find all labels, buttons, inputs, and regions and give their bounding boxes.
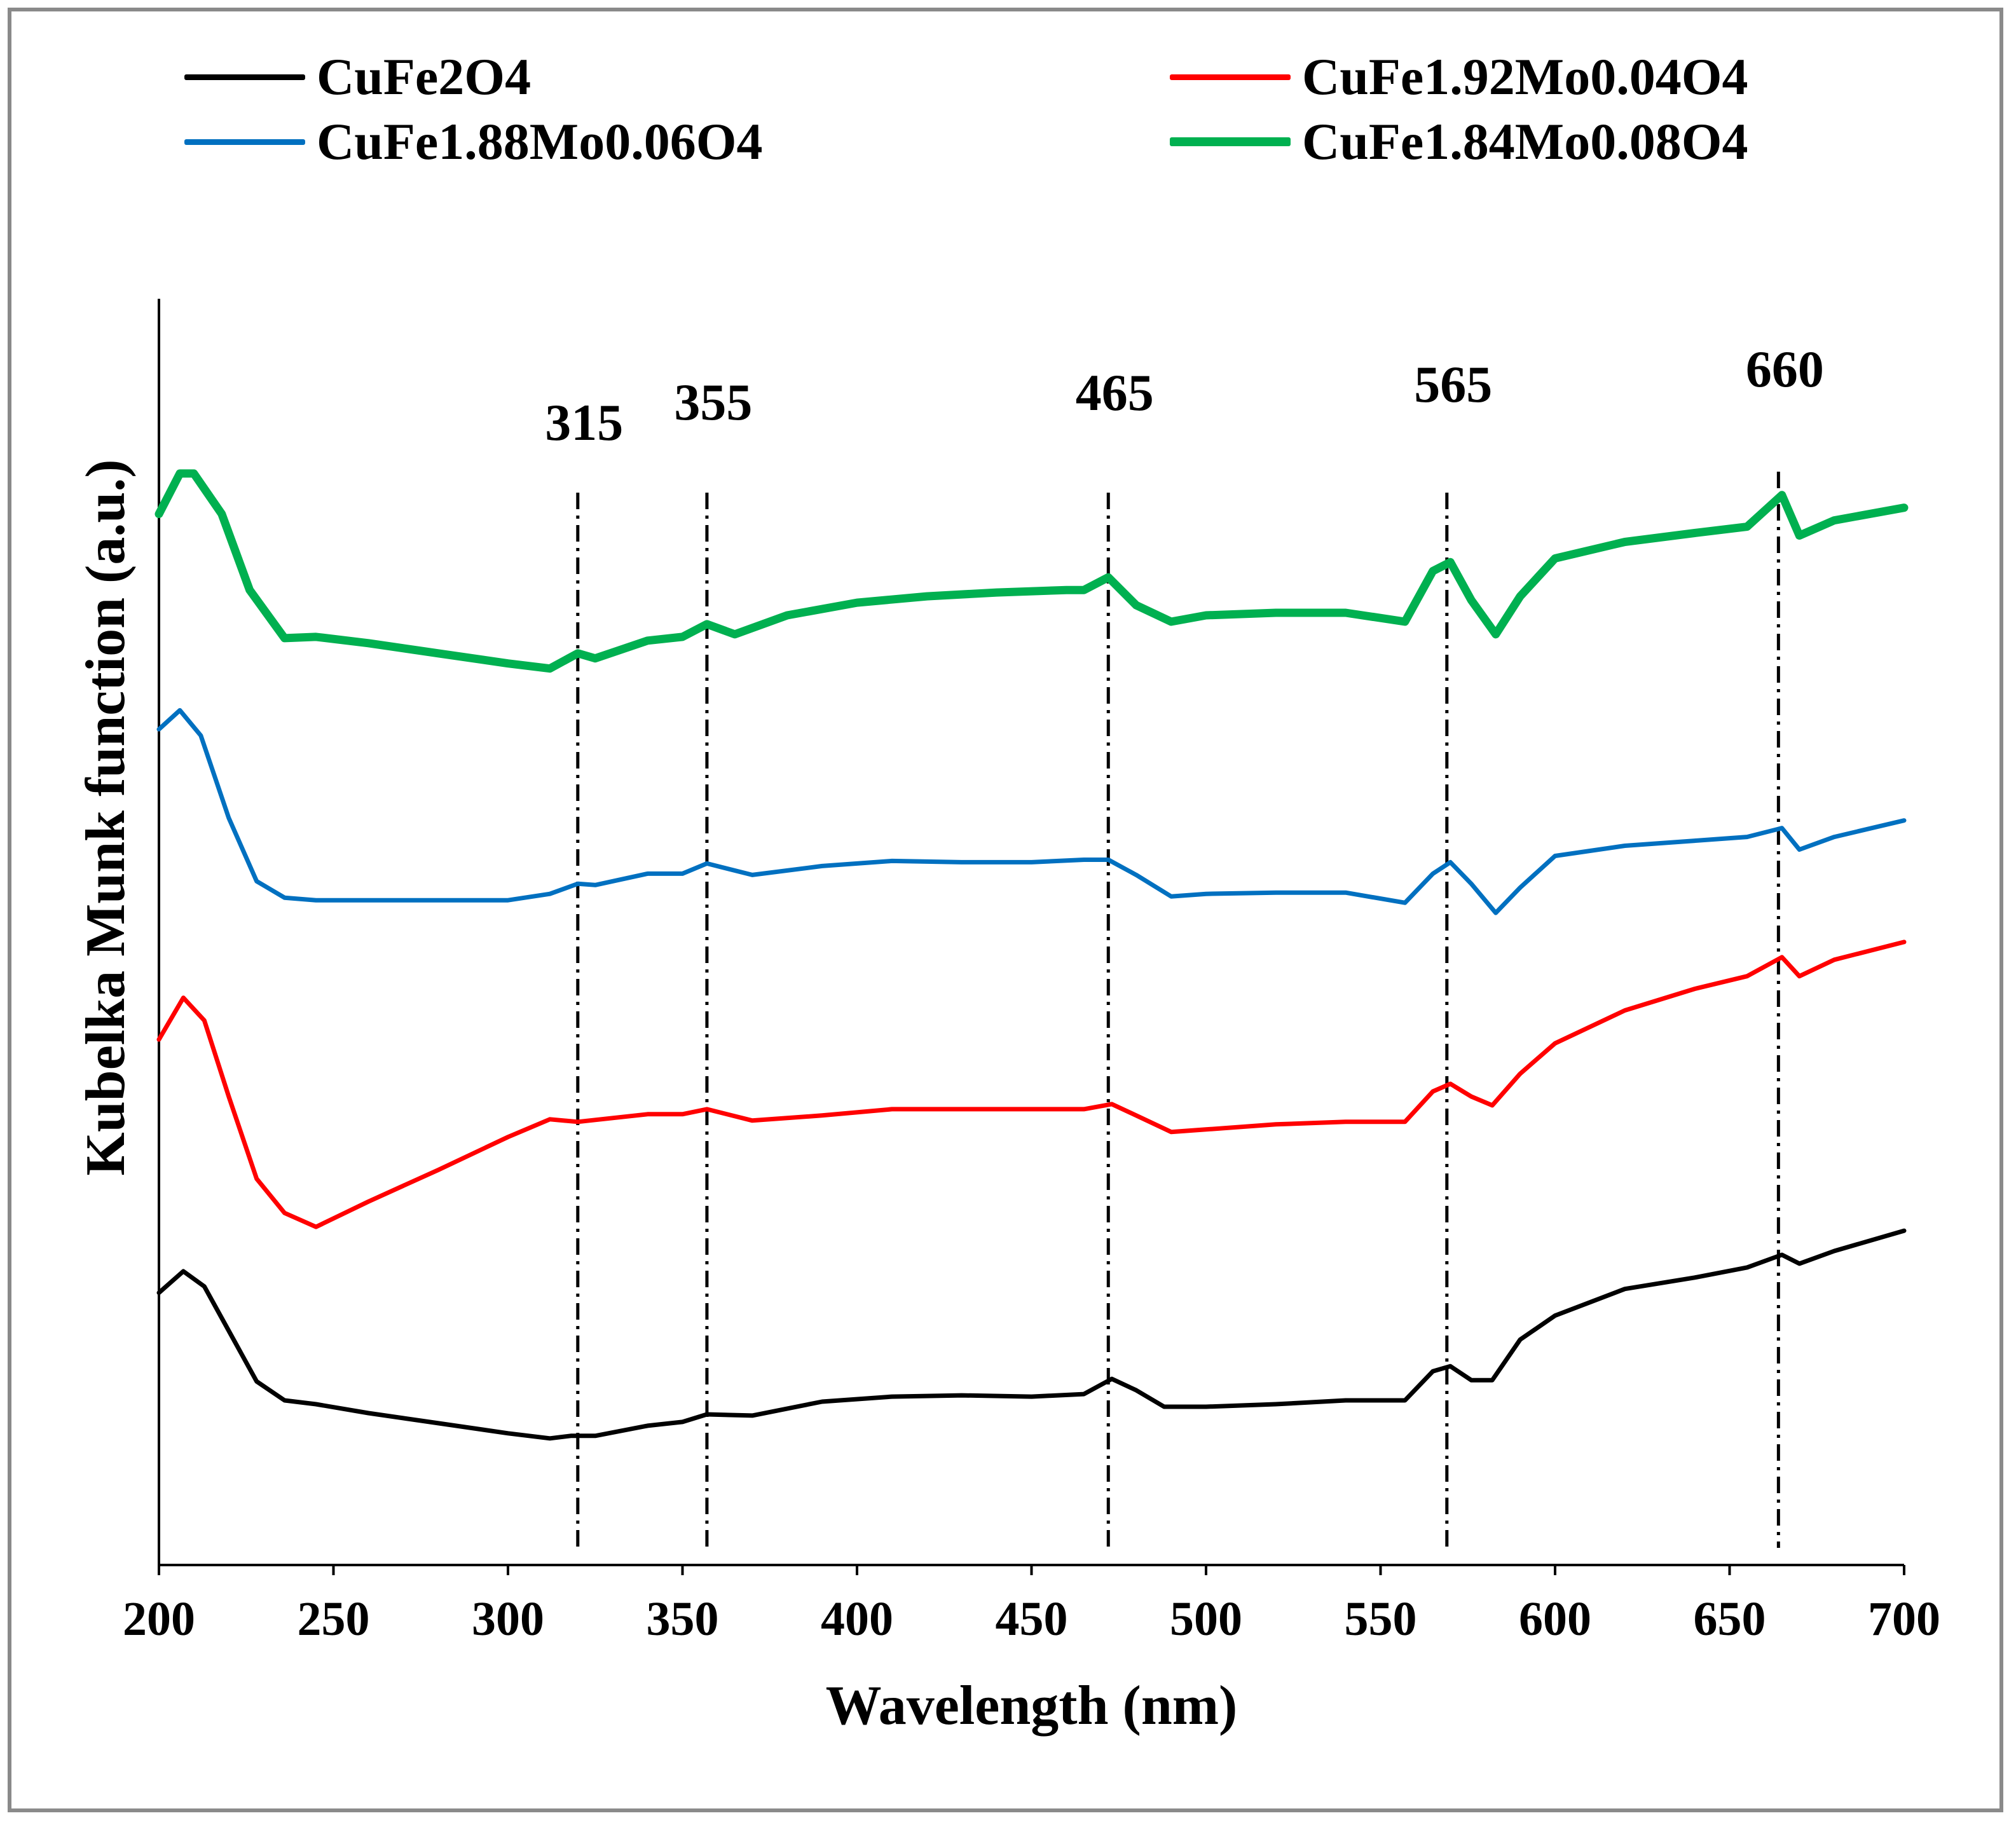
peak-label-660: 660: [1746, 340, 1824, 398]
axis-labels: 200 250 300 350 400 450 500 550 600 650 700 Wavelen…: [75, 459, 1940, 1737]
legend-swatch-2: [184, 139, 305, 145]
legend-swatch-0: [184, 74, 305, 80]
x-tick-label: 350: [647, 1592, 719, 1646]
legend-item-0: CuFe2O4: [184, 51, 531, 103]
series-line-2: [156, 707, 1907, 915]
legend-item-2: CuFe1.88Mo0.06O4: [184, 116, 762, 168]
y-axis-title: Kubelka Munk function (a.u.): [75, 459, 137, 1175]
peak-label-565: 565: [1414, 355, 1492, 413]
x-tick-label: 200: [123, 1592, 195, 1646]
x-tick-label: 600: [1519, 1592, 1591, 1646]
series-line-0: [156, 1228, 1907, 1441]
figure-frame: [8, 8, 2003, 1812]
x-tick-label: 700: [1868, 1592, 1940, 1646]
series-line-3: [154, 469, 1909, 673]
axes: [158, 299, 1905, 1575]
x-tick-label: 550: [1345, 1592, 1417, 1646]
x-tick-label: 250: [298, 1592, 370, 1646]
legend-item-3: CuFe1.84Mo0.08O4: [1170, 116, 1748, 168]
legend-swatch-3: [1170, 137, 1291, 146]
legend-item-1: CuFe1.92Mo0.04O4: [1170, 51, 1748, 103]
legend-label-0: CuFe2O4: [317, 48, 531, 106]
x-tick-label: 500: [1170, 1592, 1242, 1646]
x-tick-label: 650: [1694, 1592, 1766, 1646]
x-axis-title: Wavelength (nm): [826, 1675, 1238, 1737]
peak-annotations: 315 355 465 565 660: [545, 340, 1824, 1548]
peak-label-315: 315: [545, 393, 623, 451]
peak-label-355: 355: [674, 373, 752, 431]
legend-label-2: CuFe1.88Mo0.06O4: [317, 113, 763, 170]
x-tick-label: 450: [996, 1592, 1068, 1646]
legend-label-3: CuFe1.84Mo0.08O4: [1302, 113, 1748, 170]
x-tick-label: 400: [821, 1592, 893, 1646]
legend-swatch-1: [1170, 74, 1291, 80]
legend-label-1: CuFe1.92Mo0.04O4: [1302, 48, 1748, 106]
series-group: [154, 469, 1909, 1441]
series-line-1: [156, 940, 1907, 1229]
x-tick-label: 300: [472, 1592, 544, 1646]
peak-label-465: 465: [1076, 364, 1154, 421]
